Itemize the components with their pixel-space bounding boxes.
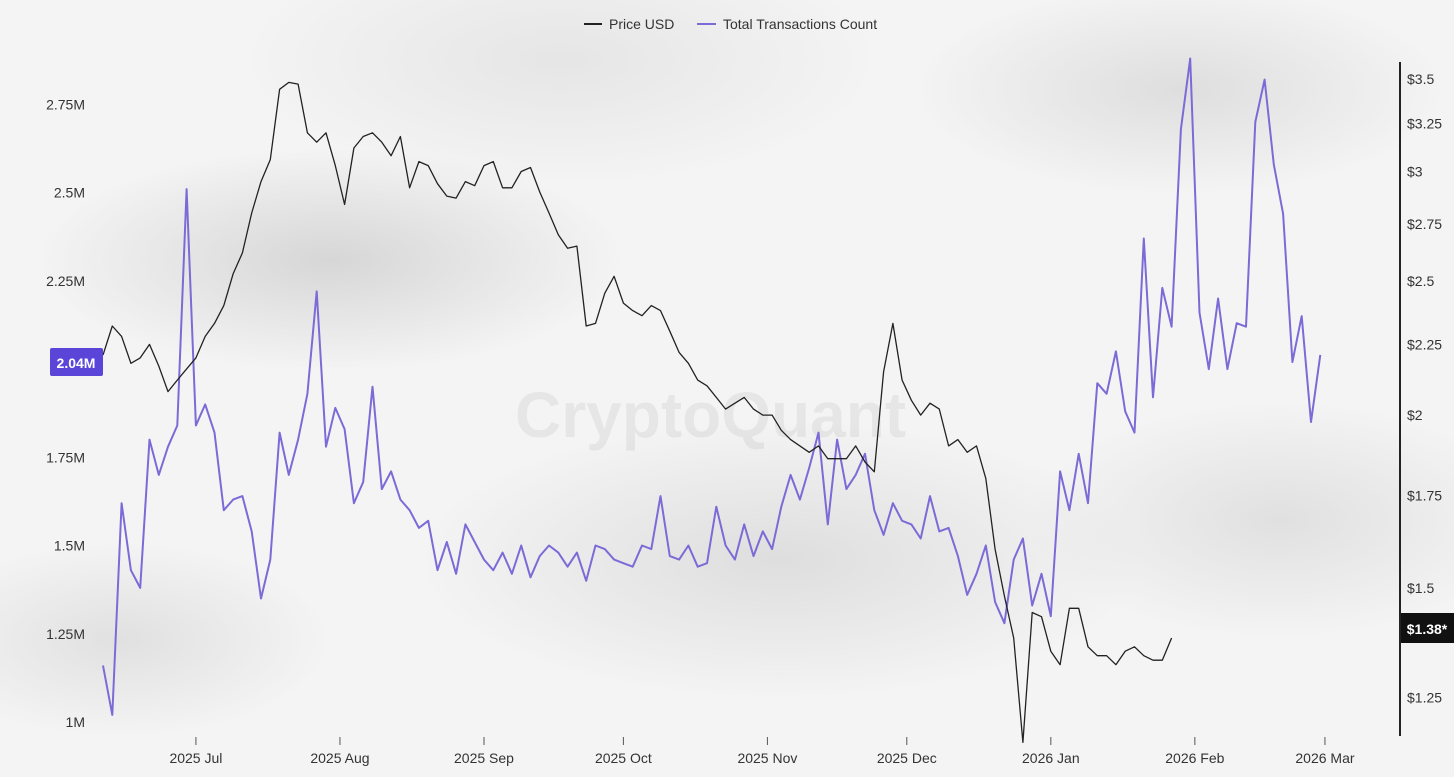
right-axis-tick-label: $1.25 bbox=[1407, 689, 1442, 705]
x-axis: 2025 Jul 2025 Aug 2025 Sep 2025 Oct 2025 Nov… bbox=[169, 737, 1355, 766]
right-axis-tick-label: $3.5 bbox=[1407, 71, 1434, 87]
right-axis-tick-label: $3.25 bbox=[1407, 115, 1442, 131]
x-axis-tick-label: 2025 Sep bbox=[454, 750, 514, 766]
x-axis-tick-label: 2025 Aug bbox=[310, 750, 369, 766]
x-axis-tick-label: 2025 Jul bbox=[169, 750, 222, 766]
left-current-badge: 2.04M bbox=[50, 348, 103, 376]
x-axis-tick-label: 2026 Feb bbox=[1165, 750, 1224, 766]
left-axis-tick-label: 2.75M bbox=[46, 96, 85, 112]
x-axis-tick-label: 2025 Oct bbox=[595, 750, 652, 766]
right-current-badge-text: $1.38* bbox=[1407, 621, 1448, 637]
legend-transactions-label: Total Transactions Count bbox=[723, 16, 877, 32]
left-axis-tick-label: 1.75M bbox=[46, 449, 85, 465]
right-axis-tick-label: $2.5 bbox=[1407, 273, 1434, 289]
right-axis-tick-label: $2 bbox=[1407, 407, 1423, 423]
series-price-line bbox=[102, 81, 1173, 744]
legend: Price USD Total Transactions Count bbox=[584, 16, 877, 32]
right-current-badge: $1.38* bbox=[1401, 613, 1454, 643]
right-axis-tick-label: $1.5 bbox=[1407, 580, 1434, 596]
left-current-badge-box bbox=[50, 348, 103, 376]
right-axis-tick-label: $3 bbox=[1407, 164, 1423, 180]
x-axis-tick-label: 2025 Dec bbox=[877, 750, 937, 766]
left-current-badge-text: 2.04M bbox=[57, 355, 96, 371]
right-axis: $1.25 $1.5 $1.75 $2 $2.25 $2.5 $2.75 $3 $3.25 $3.… bbox=[1407, 71, 1442, 706]
left-axis-tick-label: 1M bbox=[66, 714, 85, 730]
series-transactions-line bbox=[102, 57, 1322, 716]
left-axis-tick-label: 1.25M bbox=[46, 626, 85, 642]
legend-price-label: Price USD bbox=[609, 16, 674, 32]
right-axis-tick-label: $1.75 bbox=[1407, 487, 1442, 503]
left-axis-tick-label: 2.25M bbox=[46, 273, 85, 289]
right-axis-tick-label: $2.25 bbox=[1407, 336, 1442, 352]
x-axis-tick-label: 2026 Jan bbox=[1022, 750, 1080, 766]
left-axis-tick-label: 2.5M bbox=[54, 185, 85, 201]
x-axis-tick-label: 2025 Nov bbox=[737, 750, 797, 766]
right-current-badge-box bbox=[1401, 613, 1454, 643]
left-axis-tick-label: 1.5M bbox=[54, 538, 85, 554]
right-axis-tick-label: $2.75 bbox=[1407, 216, 1442, 232]
x-axis-tick-label: 2026 Mar bbox=[1295, 750, 1354, 766]
